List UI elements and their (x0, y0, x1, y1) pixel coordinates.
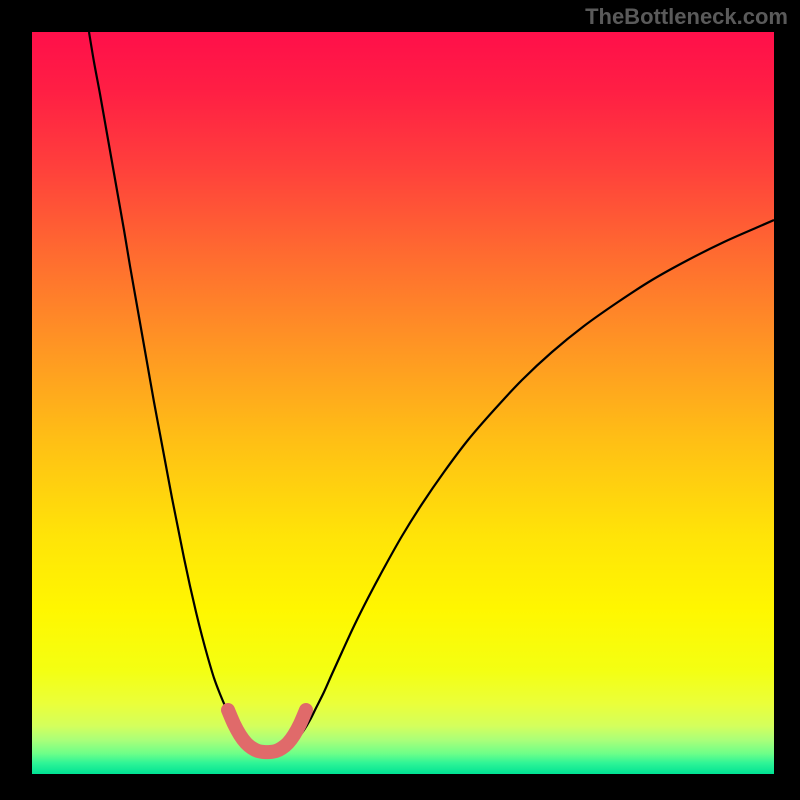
highlight-u-marker (228, 710, 306, 752)
watermark-text: TheBottleneck.com (585, 4, 788, 30)
bottleneck-curve (89, 32, 774, 751)
curve-layer (32, 32, 774, 774)
plot-area (32, 32, 774, 774)
